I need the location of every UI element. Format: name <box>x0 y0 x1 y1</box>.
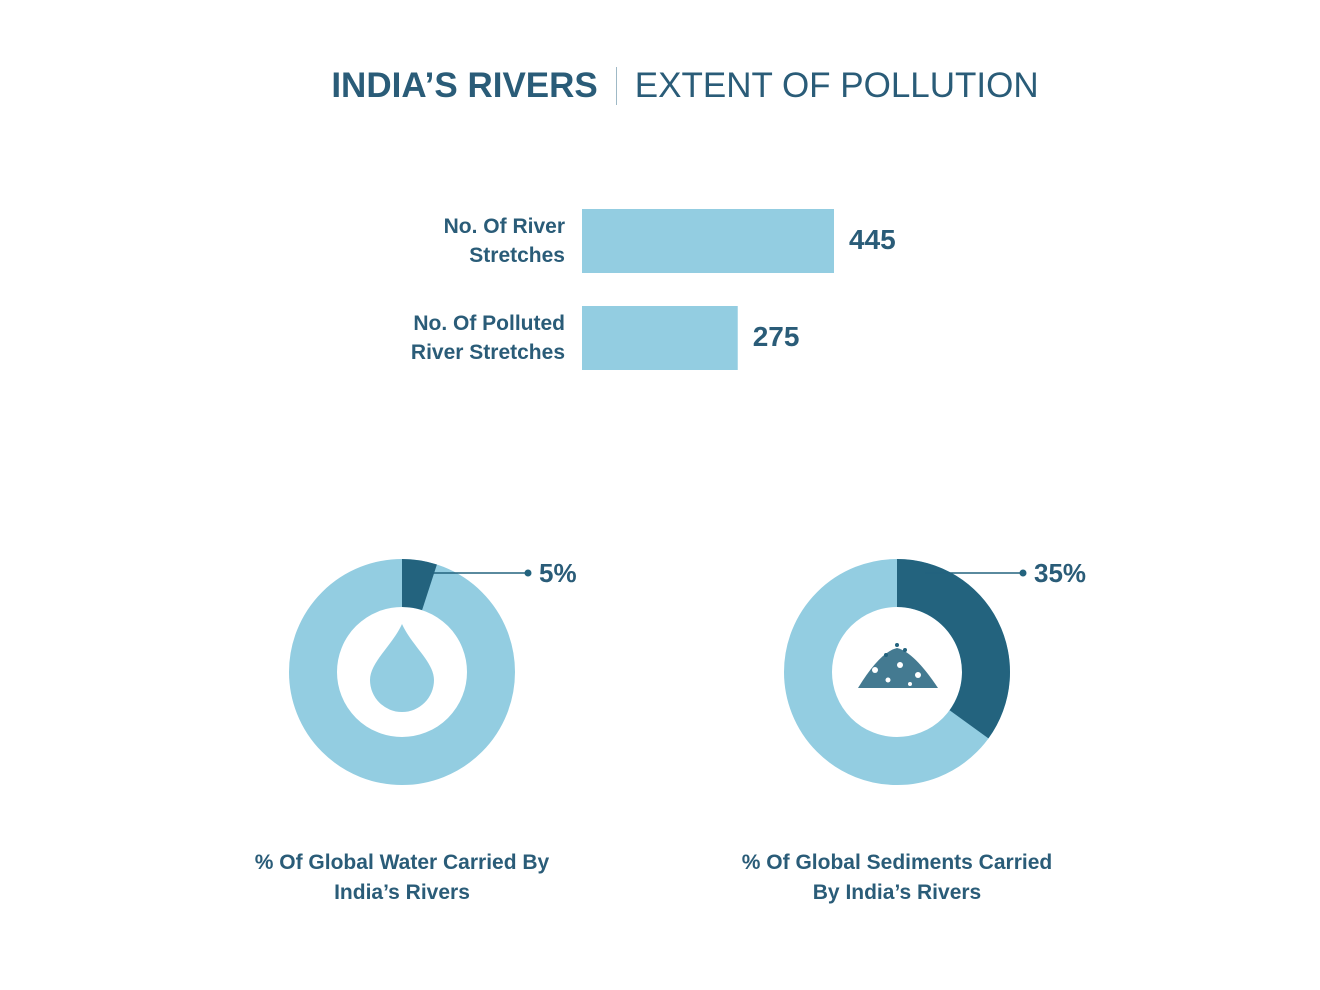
title: INDIA’S RIVERS <box>331 66 598 105</box>
chart-caption: % Of Global Water Carried By India’s Riv… <box>254 851 550 904</box>
separator <box>615 67 617 105</box>
category-label: No. Of Polluted River Stretches <box>410 312 565 364</box>
callout-dot <box>524 569 532 577</box>
sediment-icon <box>858 643 938 688</box>
category-label: No. Of River Stretches <box>443 215 565 267</box>
water-drop-icon <box>370 624 434 712</box>
bar <box>582 306 738 370</box>
header: INDIA’S RIVERS EXTENT OF POLLUTION <box>0 66 1320 106</box>
value-label: 35% <box>1034 558 1086 588</box>
callout-dot <box>1019 569 1027 577</box>
subtitle: EXTENT OF POLLUTION <box>634 66 1039 105</box>
value-label: 445 <box>849 224 896 255</box>
chart-caption: % Of Global Sediments Carried By India’s… <box>741 851 1053 904</box>
value-label: 275 <box>752 321 800 352</box>
value-label: 5% <box>539 558 577 588</box>
donut-segment <box>402 559 437 611</box>
donut-segment <box>897 559 1010 739</box>
bar <box>582 209 834 273</box>
